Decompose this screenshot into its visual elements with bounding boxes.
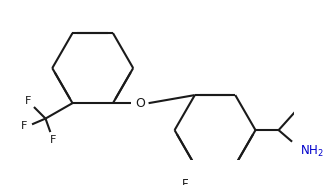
Text: NH$_2$: NH$_2$ — [300, 144, 324, 159]
Text: F: F — [182, 178, 189, 185]
Text: F: F — [21, 121, 28, 131]
Text: F: F — [50, 135, 56, 145]
Text: O: O — [135, 97, 145, 110]
Text: F: F — [25, 96, 31, 106]
